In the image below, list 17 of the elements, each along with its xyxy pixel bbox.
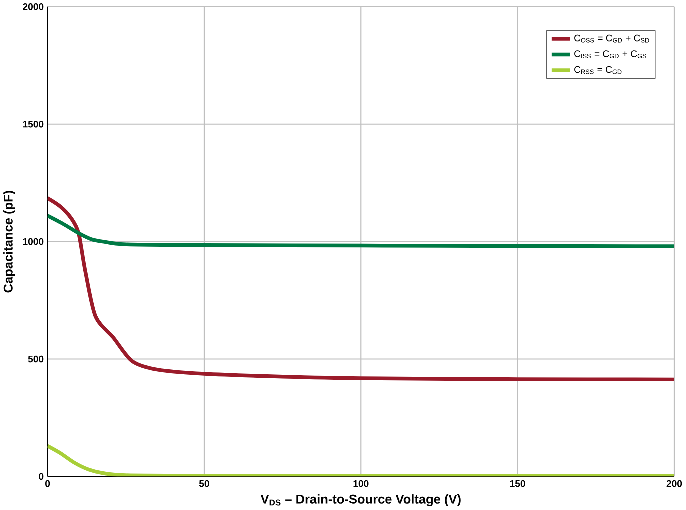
line-series: [48, 214, 674, 248]
y-tick-label: 2000: [23, 4, 44, 10]
line-series: [48, 196, 674, 382]
x-tick-label: 200: [666, 480, 682, 488]
legend-label: C$_{ISS}$ = C$_{GD}$ + C$_{GS}$: [574, 50, 646, 59]
legend-label: C$_{RSS}$ = C$_{GD}$: [574, 66, 622, 74]
x-tick-label: 50: [199, 480, 210, 488]
x-tick-label: 100: [354, 480, 369, 488]
x-tick-label: 150: [510, 480, 526, 488]
y-tick-label: 500: [28, 356, 44, 363]
y-tick-label: 0: [39, 473, 44, 480]
legend-label: C$_{OSS}$ = C$_{GD}$ + C$_{SD}$: [574, 34, 650, 43]
y-tick-label: 1000: [23, 238, 44, 246]
y-axis-title: Capacitance (pF): [4, 191, 16, 293]
x-tick-label: 0: [46, 480, 50, 488]
y-tick-label: 1500: [23, 120, 44, 128]
x-axis-title: V$_{DS}$ – Drain-to-Source Voltage (V): [260, 494, 461, 506]
